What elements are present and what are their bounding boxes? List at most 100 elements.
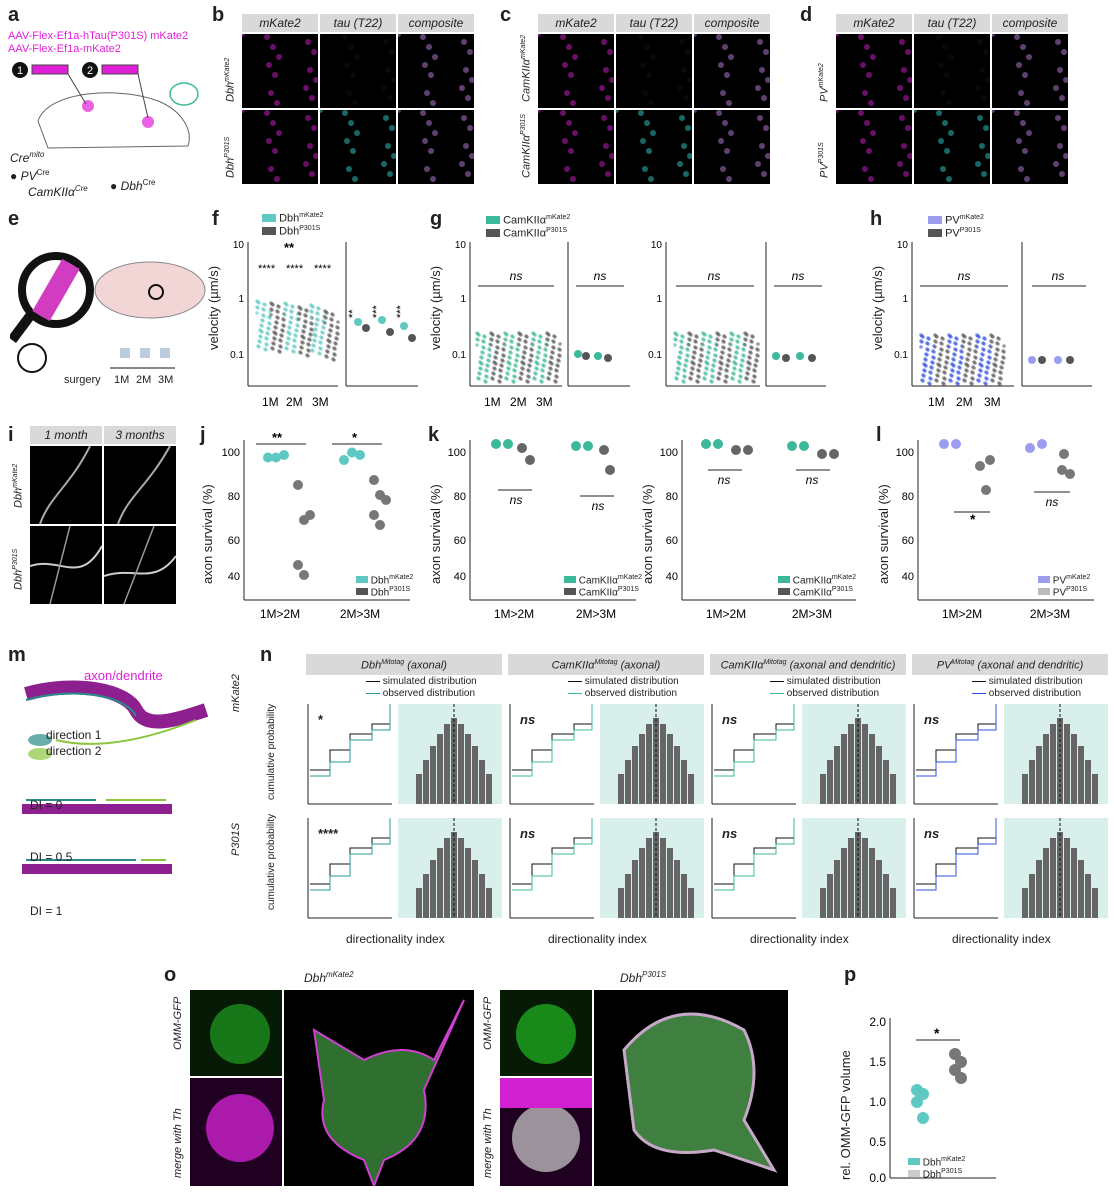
svg-text:2.0: 2.0 — [869, 1015, 886, 1029]
velocity-dot — [508, 362, 512, 366]
velocity-dot — [920, 340, 924, 344]
d-image-r1-c1 — [836, 34, 912, 108]
velocity-dot — [537, 351, 541, 355]
velocity-dot — [487, 359, 491, 363]
velocity-dot — [299, 351, 303, 355]
j-point-2-1-2 — [347, 447, 357, 458]
velocity-dot — [490, 338, 494, 342]
velocity-dot — [550, 362, 554, 366]
velocity-dot — [736, 340, 740, 344]
velocity-dot — [726, 364, 730, 368]
velocity-dot — [296, 324, 300, 328]
velocity-dot — [998, 382, 1002, 386]
legend-h-1: PVmKate2 — [928, 214, 984, 227]
velocity-dot — [711, 369, 715, 373]
panel-label-l: l — [876, 424, 882, 446]
tp-2m: 2M — [136, 374, 152, 386]
velocity-dot — [304, 314, 308, 318]
velocity-dot — [988, 356, 992, 360]
velocity-dot — [708, 346, 712, 350]
velocity-dot — [714, 354, 718, 358]
velocity-dot — [477, 377, 481, 381]
k-x-1: 1M>2M — [494, 607, 534, 621]
velocity-dot — [313, 339, 317, 343]
velocity-dot — [505, 333, 509, 337]
velocity-dot — [324, 316, 328, 320]
velocity-dot — [933, 345, 937, 349]
velocity-dot — [496, 346, 500, 350]
velocity-dot — [922, 374, 926, 378]
f-x-3m: 3M — [312, 395, 329, 409]
m-dir1: direction 1 — [46, 728, 102, 742]
velocity-dot — [720, 362, 724, 366]
velocity-dot — [968, 342, 972, 346]
velocity-dot — [304, 320, 308, 324]
velocity-dot — [501, 359, 505, 363]
legend-k-2: CamKIIαP301S — [564, 586, 639, 598]
svg-text:40: 40 — [454, 571, 466, 583]
velocity-dot — [332, 358, 336, 362]
velocity-dot — [333, 347, 337, 351]
velocity-dot — [553, 335, 557, 339]
velocity-dot — [946, 356, 950, 360]
velocity-dot — [974, 350, 978, 354]
velocity-dot — [993, 369, 997, 373]
c-image-r1-c3 — [694, 34, 770, 108]
velocity-dot — [935, 335, 939, 339]
legend-j-1: DbhmKate2 — [356, 574, 413, 586]
n-col-header-4: PVMitotag (axonal and dendritic) — [912, 654, 1108, 675]
velocity-dot — [480, 362, 484, 366]
velocity-dot — [552, 346, 556, 350]
velocity-dot — [536, 362, 540, 366]
i-img-2 — [104, 446, 176, 524]
b-image-r2-c2 — [320, 110, 396, 184]
n-legend-4: simulated distribution observed distribu… — [972, 676, 1083, 700]
velocity-dot — [719, 367, 723, 371]
l-ylabel: axon survival (%) — [876, 484, 891, 584]
n-legend-3: simulated distribution observed distribu… — [770, 676, 881, 700]
velocity-dot — [488, 348, 492, 352]
velocity-dot — [489, 343, 493, 347]
velocity-dot — [723, 335, 727, 339]
l-x-2: 2M>3M — [1030, 607, 1070, 621]
c-image-r1-c2 — [616, 34, 692, 108]
i-row-1: DbhmKate2 — [12, 463, 25, 508]
velocity-dot — [745, 377, 749, 381]
p-volume-plot: 2.0 1.5 1.0 0.5 0.0 * — [869, 1015, 996, 1185]
velocity-dot — [683, 375, 687, 379]
p-point-2-4 — [955, 1072, 967, 1084]
velocity-dot — [270, 308, 274, 312]
velocity-dot — [938, 358, 942, 362]
svg-text:1.0: 1.0 — [869, 1095, 886, 1109]
velocity-dot — [727, 359, 731, 363]
velocity-dot — [713, 359, 717, 363]
velocity-dot — [557, 359, 561, 363]
tp-3m: 3M — [158, 374, 174, 386]
velocity-dot — [989, 345, 993, 349]
h-ns-2: ns — [1052, 269, 1065, 283]
velocity-dot — [521, 367, 525, 371]
velocity-dot — [258, 340, 262, 344]
velocity-dot — [519, 377, 523, 381]
velocity-dot — [924, 364, 928, 368]
n-xlabel-2: directionality index — [548, 932, 647, 946]
velocity-dot — [307, 349, 311, 353]
svg-text:0.1: 0.1 — [894, 350, 908, 361]
velocity-dot — [680, 340, 684, 344]
n-sig-r1-c3: ns — [722, 712, 738, 727]
velocity-dot — [689, 333, 693, 337]
velocity-dot — [704, 372, 708, 376]
d-image-r2-c2 — [914, 110, 990, 184]
k-ns-3: ns — [718, 473, 731, 487]
panel-label-m: m — [8, 644, 26, 666]
velocity-dot — [479, 367, 483, 371]
velocity-dot — [981, 353, 985, 357]
velocity-dot — [555, 369, 559, 373]
svg-text:80: 80 — [454, 491, 466, 503]
k-ns-2: ns — [592, 499, 605, 513]
velocity-dot — [555, 375, 559, 379]
f-side-3: *** — [395, 304, 407, 318]
f-x-1m: 1M — [262, 395, 279, 409]
velocity-dot — [966, 358, 970, 362]
g-velocity-plots: 10 1 0.1 10 1 0.1 ns ns ns ns 1M 2M 3M — [452, 240, 826, 409]
